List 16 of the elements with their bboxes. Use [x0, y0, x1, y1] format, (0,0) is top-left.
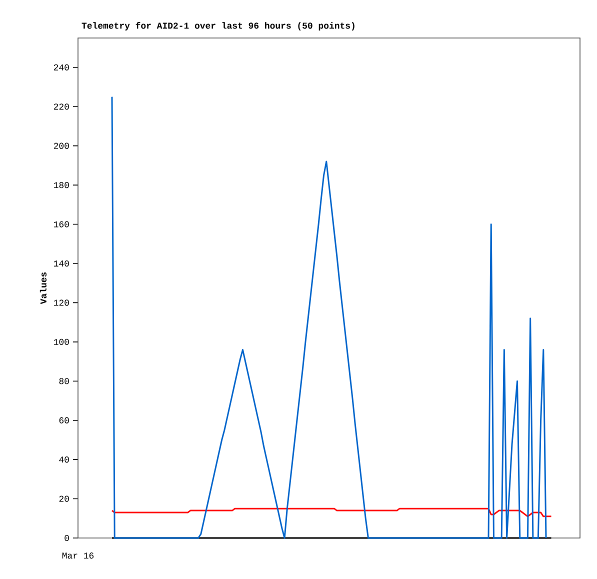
y-tick-label: 100 — [54, 338, 69, 345]
text: Mar 16 — [62, 552, 94, 559]
y-tick-label: 140 — [54, 260, 69, 267]
y-tick-label: 60 — [59, 417, 69, 424]
y-tick-label: 240 — [54, 64, 69, 70]
y-tick-label: 0 — [64, 534, 69, 542]
y-tick-label: 80 — [59, 378, 69, 384]
y-tick-label: 200 — [54, 142, 69, 149]
y-tick-label: 220 — [54, 104, 69, 110]
y-tick-label: 180 — [54, 182, 69, 188]
y-tick-label: 40 — [59, 456, 69, 463]
y-tick-label: 160 — [54, 221, 69, 228]
chart-title: Telemetry for AID2-1 over last 96 hours (50 points) — [82, 22, 354, 30]
y-tick-label: 120 — [54, 300, 69, 306]
y-tick-label: 20 — [59, 496, 69, 502]
y-axis-title: Values — [40, 272, 47, 304]
